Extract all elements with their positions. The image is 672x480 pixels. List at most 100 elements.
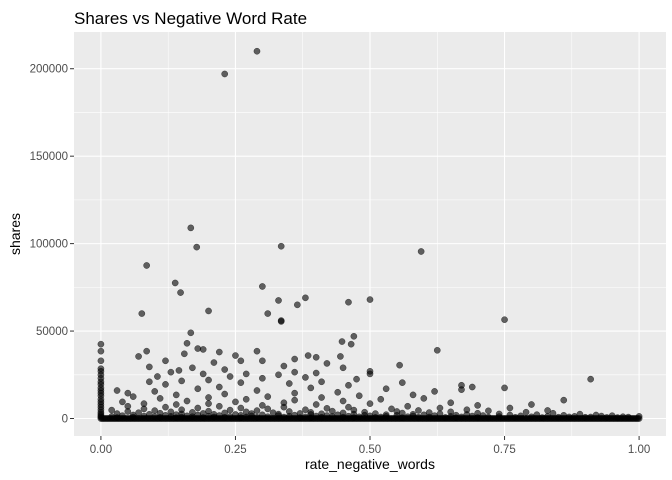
data-point <box>172 391 180 399</box>
data-point <box>388 405 395 413</box>
data-point <box>323 405 331 412</box>
data-point <box>215 383 223 391</box>
data-point <box>587 375 595 383</box>
data-point <box>417 248 425 255</box>
data-point <box>183 397 191 405</box>
data-point <box>124 389 132 397</box>
data-point <box>264 393 272 400</box>
data-point <box>205 394 212 401</box>
data-point <box>171 279 179 287</box>
data-point <box>242 395 250 403</box>
data-point <box>221 366 229 373</box>
data-point <box>151 388 159 395</box>
data-point <box>345 403 352 411</box>
x-axis-title: rate_negative_words <box>305 456 435 472</box>
data-point <box>162 381 169 388</box>
data-point <box>259 374 266 382</box>
data-point <box>167 368 175 376</box>
data-point <box>277 318 285 325</box>
data-point <box>377 395 385 403</box>
data-point <box>420 395 428 402</box>
data-point <box>242 370 250 378</box>
data-point <box>485 407 492 415</box>
data-point <box>119 398 126 406</box>
data-point <box>398 379 406 387</box>
data-point <box>226 373 234 380</box>
data-point <box>291 368 299 376</box>
data-point <box>293 301 301 309</box>
data-point <box>291 396 299 404</box>
data-point <box>501 384 508 392</box>
data-point <box>366 370 374 378</box>
data-point <box>528 401 535 408</box>
data-point <box>506 404 514 412</box>
data-point <box>345 381 352 389</box>
data-point <box>138 310 146 317</box>
data-point <box>280 362 288 370</box>
data-point <box>404 402 412 410</box>
data-point <box>264 310 272 317</box>
data-point <box>205 400 212 407</box>
data-point <box>307 384 315 392</box>
y-axis-title: shares <box>7 213 23 255</box>
data-point <box>339 364 347 372</box>
data-point <box>355 392 363 400</box>
y-tick-label: 200000 <box>30 64 68 76</box>
data-point <box>264 405 272 413</box>
data-point <box>312 353 320 361</box>
data-point <box>522 408 530 416</box>
data-point <box>280 403 288 411</box>
data-point <box>302 374 309 381</box>
data-point <box>338 338 346 345</box>
data-point <box>458 386 465 394</box>
data-point <box>215 348 223 356</box>
y-tick-label: 0 <box>62 414 68 426</box>
data-point <box>156 395 164 402</box>
data-point <box>237 357 245 365</box>
data-point <box>277 242 285 250</box>
data-point <box>189 364 196 372</box>
data-point <box>113 387 121 394</box>
data-point <box>353 375 360 383</box>
data-point <box>275 297 282 304</box>
data-point <box>366 296 374 303</box>
data-point <box>124 408 132 415</box>
data-point <box>409 391 417 399</box>
data-point <box>183 339 191 347</box>
data-point <box>291 355 299 363</box>
data-point <box>205 376 212 384</box>
data-point <box>226 406 234 414</box>
data-point <box>177 289 184 296</box>
data-point <box>140 405 148 413</box>
data-point <box>129 393 137 400</box>
data-point <box>108 406 116 414</box>
data-point <box>302 406 309 414</box>
data-point <box>232 398 239 406</box>
data-point <box>145 363 153 371</box>
data-point <box>187 329 195 337</box>
data-point <box>199 370 207 378</box>
data-point <box>194 404 202 412</box>
data-point <box>187 224 195 232</box>
data-point <box>501 316 508 324</box>
data-point <box>304 352 312 359</box>
data-point <box>436 404 444 412</box>
data-point <box>154 373 161 380</box>
x-tick-label: 0.75 <box>493 444 515 456</box>
data-point <box>221 390 229 398</box>
data-point <box>635 415 643 422</box>
data-point <box>253 347 261 355</box>
data-point <box>339 397 347 405</box>
data-point <box>205 307 212 315</box>
data-point <box>97 340 105 348</box>
data-point <box>253 47 261 55</box>
data-points <box>97 47 643 422</box>
data-point <box>237 404 245 412</box>
data-point <box>253 407 261 414</box>
data-point <box>210 359 218 366</box>
data-point <box>237 379 245 387</box>
data-point <box>447 399 455 407</box>
data-point <box>259 357 266 365</box>
data-point <box>143 347 151 355</box>
